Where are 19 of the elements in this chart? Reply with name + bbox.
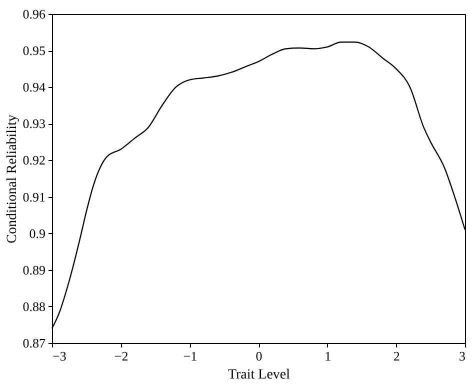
x-tick-label: 2	[393, 348, 400, 364]
y-tick-label: 0.93	[22, 116, 46, 132]
x-tick-label: −3	[52, 348, 66, 364]
y-axis-title: Conditional Reliability	[4, 114, 20, 244]
x-tick-label: −1	[183, 348, 198, 364]
y-tick-label: 0.94	[22, 80, 46, 95]
x-tick-label: −2	[114, 348, 128, 364]
x-tick-label: 1	[324, 348, 332, 364]
y-tick-label: 0.92	[22, 152, 46, 168]
y-tick-label: 0.96	[22, 6, 46, 22]
y-tick-label: 0.87	[22, 336, 46, 350]
y-tick-label: 0.88	[22, 298, 46, 314]
x-tick-label: 0	[256, 348, 262, 364]
y-tick-label: 0.91	[22, 189, 46, 204]
y-tick-label: 0.95	[22, 43, 46, 58]
x-axis-title: Trait Level	[228, 368, 290, 382]
y-tick-label: 0.9	[29, 226, 46, 241]
x-tick-label: 3	[459, 348, 466, 364]
y-tick-label: 0.89	[22, 262, 46, 278]
